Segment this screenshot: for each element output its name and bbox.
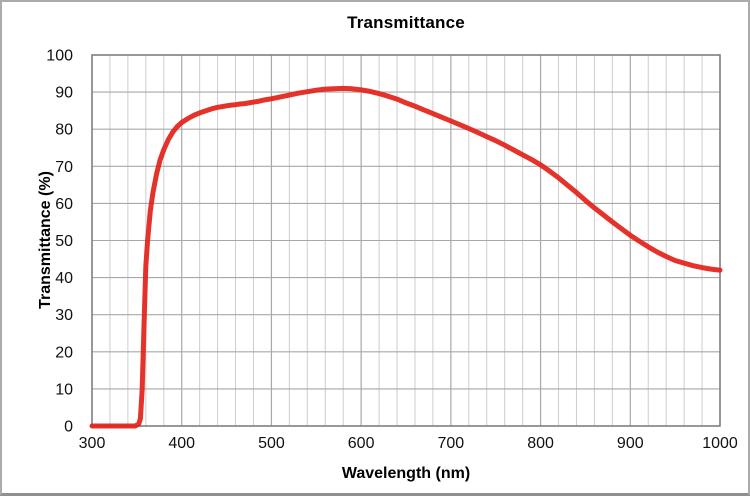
y-tick-label: 40 xyxy=(55,270,73,287)
x-tick-label: 800 xyxy=(527,435,554,452)
transmittance-curve xyxy=(89,85,723,429)
y-tick-label: 60 xyxy=(55,196,73,213)
chart-title: Transmittance xyxy=(347,13,465,32)
x-tick-label: 1000 xyxy=(702,435,738,452)
y-tick-label: 30 xyxy=(55,307,73,324)
y-axis-tick-labels: 0 10 20 30 40 50 60 70 80 90 100 xyxy=(46,48,73,436)
y-tick-label: 80 xyxy=(55,122,73,139)
y-axis-title: Transmittance (%) xyxy=(37,171,54,309)
x-tick-label: 700 xyxy=(438,435,465,452)
x-tick-label: 500 xyxy=(258,435,285,452)
y-tick-label: 0 xyxy=(64,419,73,436)
x-axis-tick-labels: 300 400 500 600 700 800 900 1000 xyxy=(79,435,738,452)
x-axis-title: Wavelength (nm) xyxy=(341,465,471,482)
y-tick-label: 20 xyxy=(55,344,73,361)
x-tick-label: 400 xyxy=(168,435,195,452)
y-tick-label: 90 xyxy=(55,85,73,102)
y-tick-label: 70 xyxy=(55,159,73,176)
x-tick-label: 300 xyxy=(79,435,106,452)
x-tick-label: 600 xyxy=(348,435,375,452)
x-tick-label: 900 xyxy=(617,435,644,452)
plot-area-border xyxy=(91,54,721,427)
y-tick-label: 100 xyxy=(46,48,73,65)
grid-major-lines xyxy=(92,55,720,426)
y-tick-label: 10 xyxy=(55,381,73,398)
y-tick-label: 50 xyxy=(55,233,73,250)
